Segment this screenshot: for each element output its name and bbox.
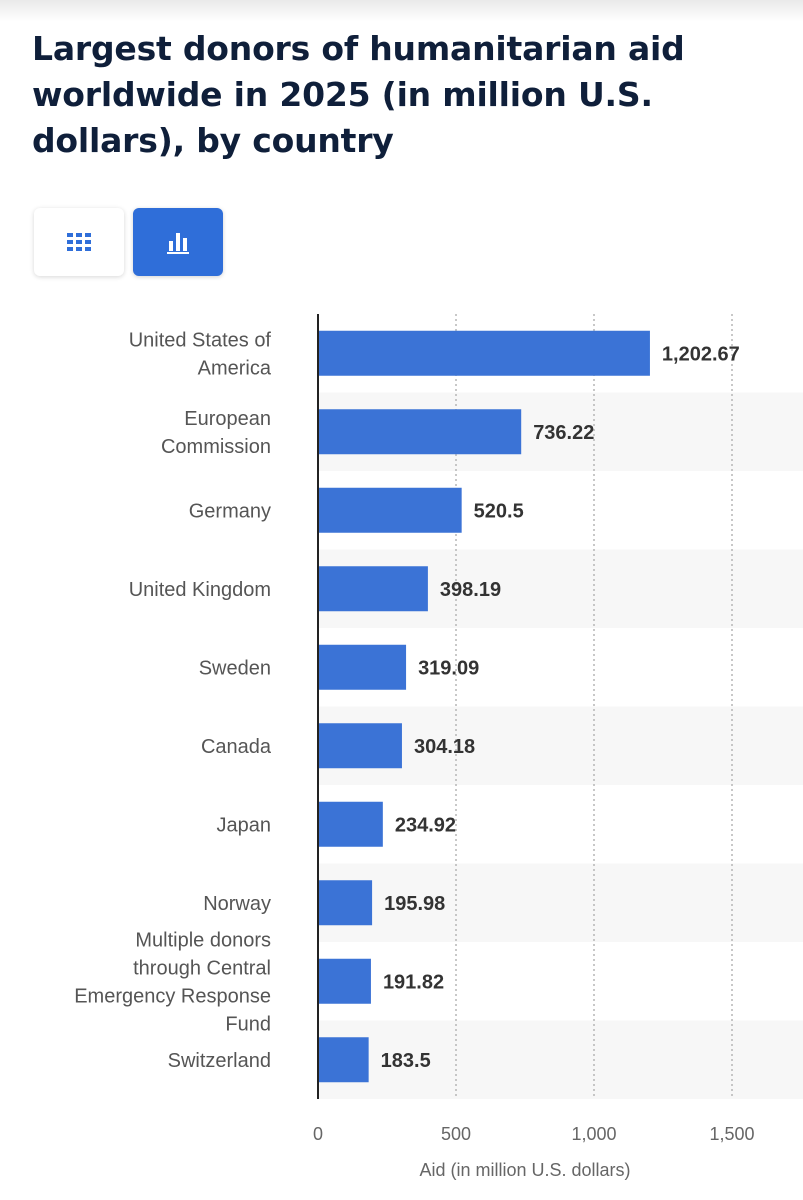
category-label: United States of America [129, 329, 272, 379]
category-label: Switzerland [168, 1050, 271, 1072]
row-band [318, 1020, 803, 1099]
category-label: United Kingdom [129, 579, 271, 601]
x-tick-label: 0 [313, 1124, 323, 1144]
x-tick-label: 1,000 [571, 1124, 616, 1144]
category-label: Germany [189, 500, 271, 522]
row-band [318, 863, 803, 942]
data-label: 191.82 [383, 971, 444, 993]
data-label: 319.09 [418, 657, 479, 679]
data-label: 1,202.67 [662, 343, 740, 365]
chart-view-button[interactable] [133, 208, 223, 276]
top-shade [0, 0, 803, 22]
category-label: Japan [217, 814, 272, 836]
bar[interactable] [318, 487, 462, 533]
bar[interactable] [318, 801, 383, 847]
data-label: 195.98 [384, 893, 445, 915]
x-tick-label: 500 [441, 1124, 471, 1144]
category-label: European Commission [161, 408, 271, 458]
chart-title: Largest donors of humanitarian aid world… [32, 29, 685, 160]
x-tick-label: 1,500 [709, 1124, 754, 1144]
bar[interactable] [318, 723, 402, 769]
bar[interactable] [318, 958, 371, 1004]
data-label: 520.5 [474, 500, 524, 522]
data-label: 234.92 [395, 814, 456, 836]
bar-chart-icon [167, 233, 189, 254]
bar[interactable] [318, 1037, 369, 1083]
table-grid-icon [67, 233, 91, 251]
data-label: 398.19 [440, 579, 501, 601]
bar[interactable] [318, 880, 373, 926]
data-label: 304.18 [414, 736, 475, 758]
category-label: Canada [201, 736, 272, 758]
bar[interactable] [318, 330, 650, 376]
bar[interactable] [318, 644, 407, 690]
table-view-button[interactable] [34, 208, 124, 276]
category-label: Multiple donors through Central Emergency … [74, 929, 271, 1035]
bar-chart: United States of America European Commissio… [74, 314, 803, 1180]
category-label: Norway [203, 893, 271, 915]
category-label: Sweden [199, 657, 271, 679]
bar[interactable] [318, 409, 522, 455]
x-axis-title: Aid (in million U.S. dollars) [419, 1160, 630, 1180]
bar[interactable] [318, 566, 428, 612]
data-label: 736.22 [533, 422, 594, 444]
data-label: 183.5 [381, 1050, 431, 1072]
